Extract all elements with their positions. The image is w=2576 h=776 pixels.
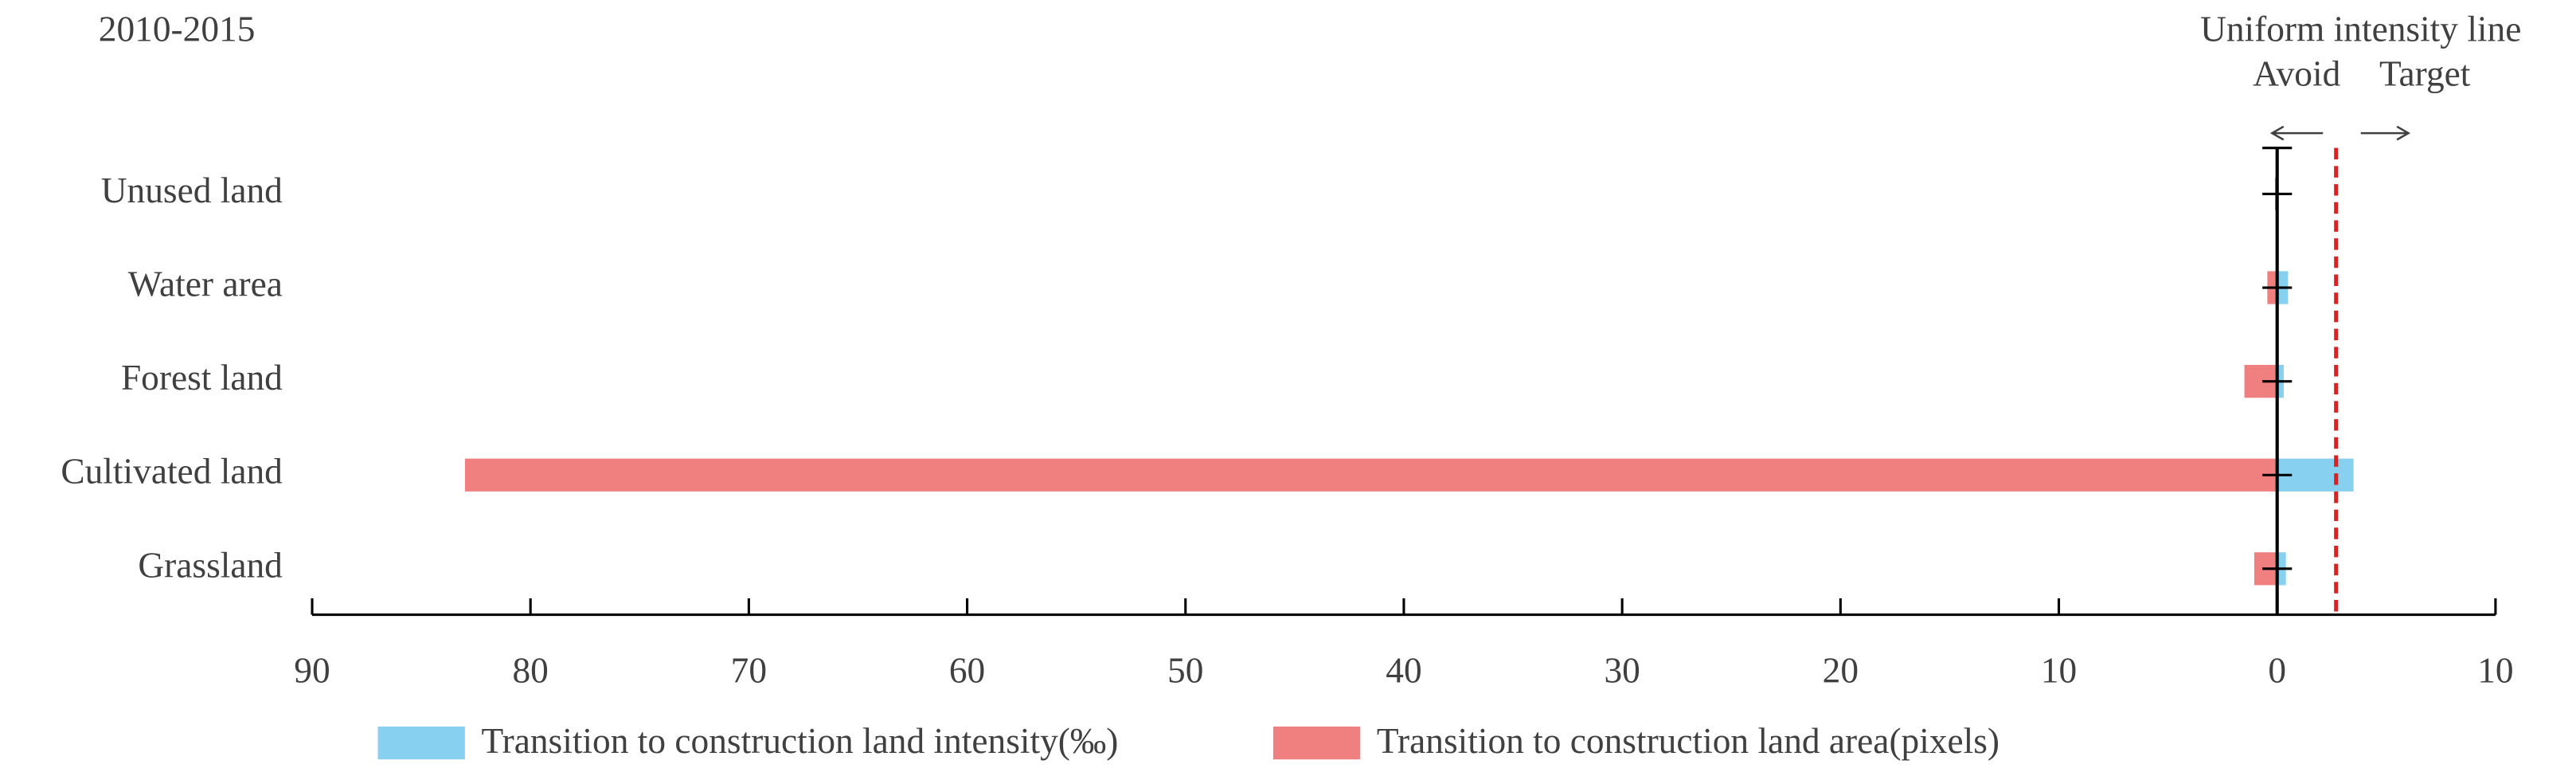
arrow-left <box>2269 125 2324 141</box>
reference-label: Uniform intensity line <box>2200 10 2521 49</box>
target-label: Target <box>2379 53 2471 93</box>
y-tick-label: Water area <box>128 264 283 304</box>
legend-label: Transition to construction land intensit… <box>482 721 1119 761</box>
arrow-right <box>2360 125 2411 141</box>
y-tick-label: Forest land <box>121 358 283 398</box>
x-tick-label: 50 <box>1167 650 1203 690</box>
avoid-label: Avoid <box>2253 53 2340 93</box>
x-tick-label: 0 <box>2268 650 2286 690</box>
y-tick-label: Cultivated land <box>61 452 283 492</box>
chart-title: 2010-2015 <box>99 10 256 49</box>
x-tick-label: 60 <box>949 650 985 690</box>
x-tick-label: 90 <box>294 650 330 690</box>
bar <box>464 458 2277 492</box>
x-tick-label: 20 <box>1823 650 1859 690</box>
direction-arrows <box>2269 125 2411 141</box>
y-tick-label: Grassland <box>138 545 283 585</box>
y-tick-label: Unused land <box>101 170 283 210</box>
legend-swatch <box>377 726 465 760</box>
x-tick-label: 10 <box>2041 650 2077 690</box>
x-tick-label: 30 <box>1604 650 1640 690</box>
legend-label: Transition to construction land area(pix… <box>1377 721 1999 761</box>
legend-swatch <box>1272 726 1361 760</box>
x-tick-label: 70 <box>731 650 767 690</box>
x-tick-label: 40 <box>1386 650 1421 690</box>
x-tick-label: 80 <box>513 650 549 690</box>
x-tick-label: 10 <box>2477 650 2513 690</box>
